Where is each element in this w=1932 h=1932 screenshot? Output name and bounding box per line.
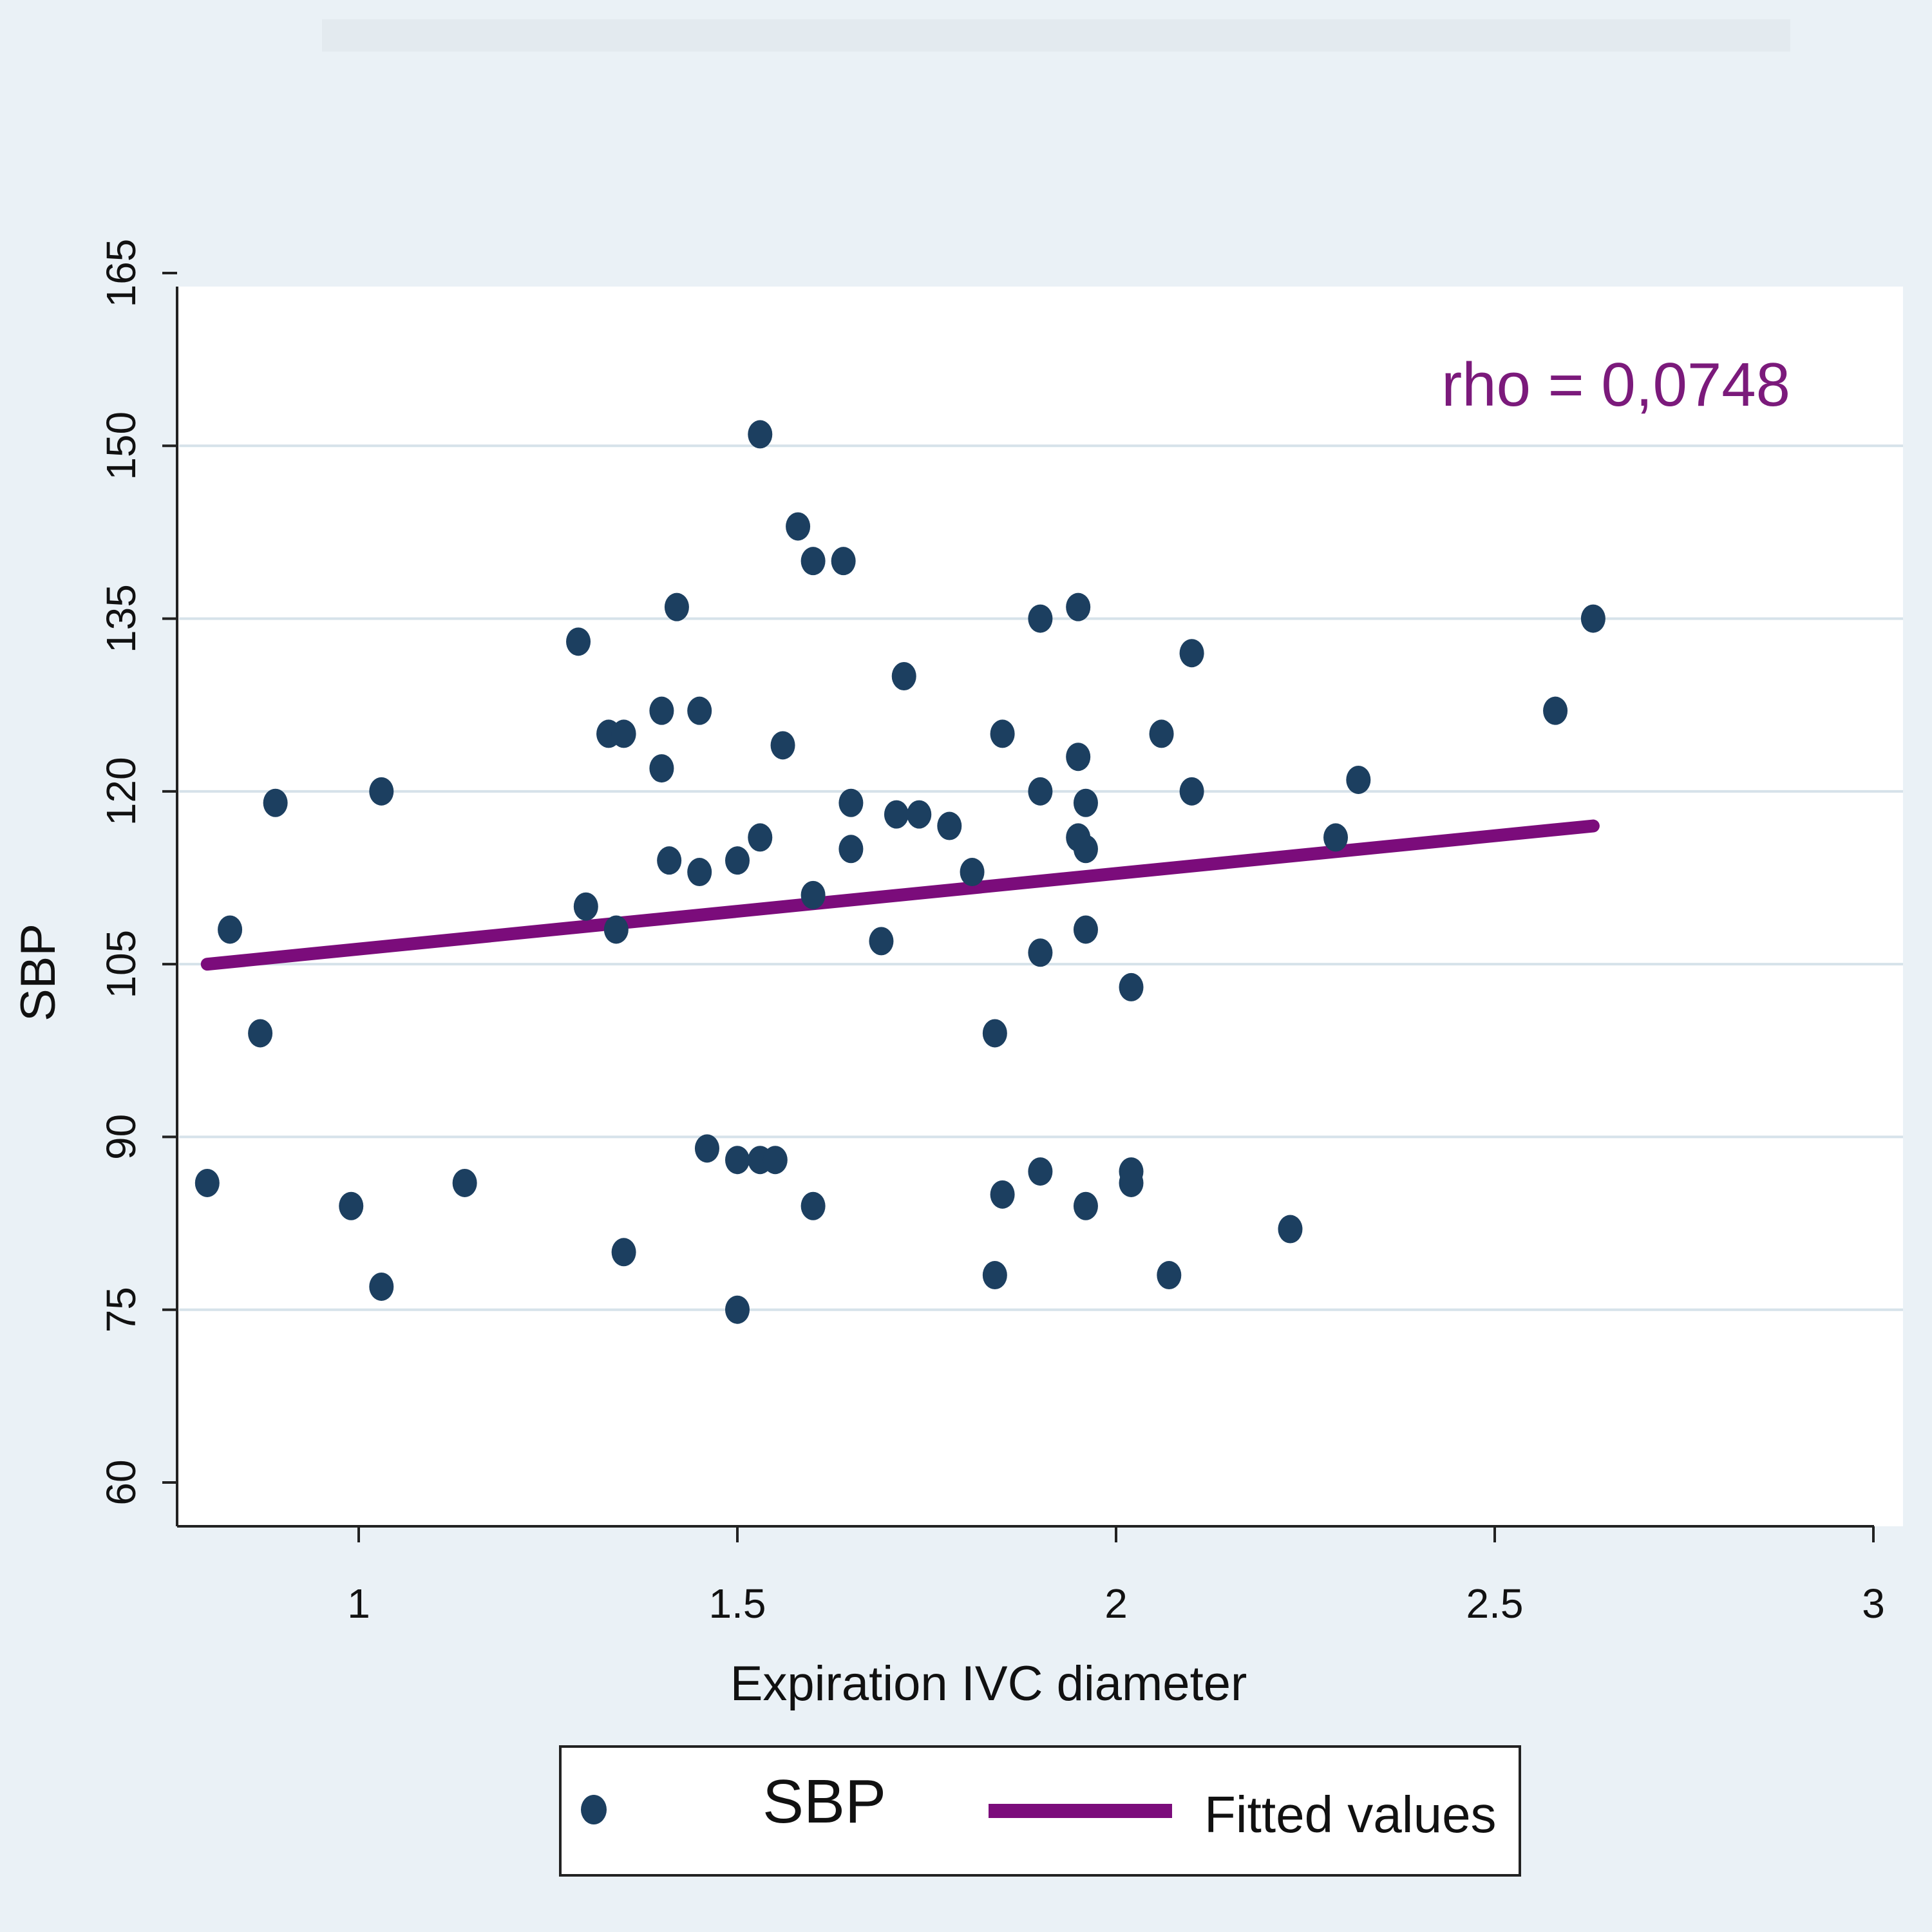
fitted-values-line bbox=[200, 819, 1600, 971]
data-point-30 bbox=[800, 547, 826, 576]
data-point-9 bbox=[573, 892, 598, 921]
data-point-68 bbox=[1580, 604, 1605, 633]
data-point-21 bbox=[725, 846, 750, 875]
data-point-0 bbox=[194, 1168, 220, 1197]
x-tick-label-2.5: 2.5 bbox=[1466, 1580, 1524, 1627]
data-point-13 bbox=[611, 1238, 636, 1267]
data-point-15 bbox=[649, 754, 674, 783]
y-tick-label-105: 105 bbox=[98, 930, 144, 999]
data-point-49 bbox=[1028, 1157, 1053, 1186]
data-point-6 bbox=[369, 1272, 394, 1301]
y-axis-title: SBP bbox=[11, 923, 66, 1021]
data-point-4 bbox=[339, 1191, 364, 1220]
data-point-39 bbox=[907, 800, 932, 829]
y-tick-label-120: 120 bbox=[98, 757, 144, 826]
data-point-46 bbox=[1028, 604, 1053, 633]
data-point-50 bbox=[1066, 592, 1091, 621]
plot-area bbox=[177, 287, 1903, 1526]
data-point-33 bbox=[831, 547, 856, 576]
legend-label-fitted: Fitted values bbox=[1204, 1786, 1497, 1843]
data-point-55 bbox=[1073, 915, 1098, 944]
data-point-25 bbox=[748, 823, 773, 852]
data-point-18 bbox=[687, 696, 712, 725]
data-point-32 bbox=[800, 1191, 826, 1220]
data-point-8 bbox=[566, 627, 591, 656]
legend-marker-sbp bbox=[581, 1795, 607, 1824]
y-tick-label-165: 165 bbox=[98, 239, 144, 308]
data-point-28 bbox=[770, 731, 795, 760]
data-point-31 bbox=[800, 880, 826, 909]
x-tick-label-1.5: 1.5 bbox=[709, 1580, 766, 1627]
data-point-43 bbox=[982, 1261, 1007, 1290]
x-axis-title: Expiration IVC diameter bbox=[730, 1656, 1247, 1711]
data-point-66 bbox=[1346, 765, 1371, 794]
data-point-1 bbox=[218, 915, 243, 944]
data-point-12 bbox=[603, 915, 629, 944]
data-point-2 bbox=[248, 1019, 273, 1048]
data-point-3 bbox=[263, 788, 288, 817]
data-point-27 bbox=[762, 1146, 788, 1175]
data-point-7 bbox=[452, 1168, 477, 1197]
data-point-36 bbox=[869, 927, 894, 956]
data-point-63 bbox=[1179, 777, 1204, 806]
x-axis-ticks: 1 1.5 2 2.5 3 bbox=[347, 1526, 1885, 1627]
data-point-5 bbox=[369, 777, 394, 806]
top-shadow-band bbox=[322, 19, 1790, 52]
data-point-34 bbox=[838, 788, 864, 817]
y-tick-label-150: 150 bbox=[98, 412, 144, 480]
data-point-48 bbox=[1028, 938, 1053, 967]
y-tick-label-135: 135 bbox=[98, 584, 144, 653]
x-tick-label-1: 1 bbox=[347, 1580, 370, 1627]
y-tick-label-90: 90 bbox=[98, 1114, 144, 1160]
data-point-67 bbox=[1543, 696, 1568, 725]
data-point-16 bbox=[657, 846, 682, 875]
data-point-56 bbox=[1073, 1191, 1098, 1220]
data-point-38 bbox=[891, 662, 916, 690]
data-point-60 bbox=[1149, 719, 1174, 748]
data-point-14 bbox=[649, 696, 674, 725]
data-point-51 bbox=[1066, 743, 1091, 772]
scatter-points bbox=[194, 420, 1605, 1324]
data-point-45 bbox=[990, 1180, 1015, 1209]
data-point-24 bbox=[748, 420, 773, 449]
data-point-54 bbox=[1073, 835, 1098, 864]
legend: SBP Fitted values bbox=[559, 1745, 1521, 1877]
data-point-35 bbox=[838, 835, 864, 864]
data-point-57 bbox=[1119, 972, 1144, 1001]
data-point-41 bbox=[960, 858, 985, 887]
y-tick-label-75: 75 bbox=[98, 1287, 144, 1332]
data-point-44 bbox=[990, 719, 1015, 748]
data-point-40 bbox=[937, 811, 962, 840]
y-tick-label-60: 60 bbox=[98, 1459, 144, 1505]
data-point-19 bbox=[687, 858, 712, 887]
data-point-62 bbox=[1179, 639, 1204, 668]
data-point-53 bbox=[1073, 788, 1098, 817]
data-point-20 bbox=[694, 1134, 719, 1163]
data-point-64 bbox=[1278, 1215, 1303, 1244]
x-tick-label-2: 2 bbox=[1104, 1580, 1128, 1627]
legend-label-sbp: SBP bbox=[762, 1767, 886, 1836]
data-point-23 bbox=[725, 1295, 750, 1324]
data-point-47 bbox=[1028, 777, 1053, 806]
data-point-37 bbox=[884, 800, 909, 829]
fitted-line-layer bbox=[200, 819, 1600, 971]
data-point-22 bbox=[725, 1146, 750, 1175]
x-tick-label-3: 3 bbox=[1862, 1580, 1885, 1627]
data-point-59 bbox=[1119, 1168, 1144, 1197]
data-point-42 bbox=[982, 1019, 1007, 1048]
data-point-65 bbox=[1323, 823, 1349, 852]
annotation-rho: rho = 0,0748 bbox=[1441, 350, 1790, 419]
data-point-29 bbox=[786, 512, 811, 541]
data-point-61 bbox=[1157, 1261, 1182, 1290]
data-point-17 bbox=[664, 592, 689, 621]
y-axis-ticks: 60 75 90 105 120 135 150 165 bbox=[98, 239, 177, 1506]
data-point-11 bbox=[611, 719, 636, 748]
